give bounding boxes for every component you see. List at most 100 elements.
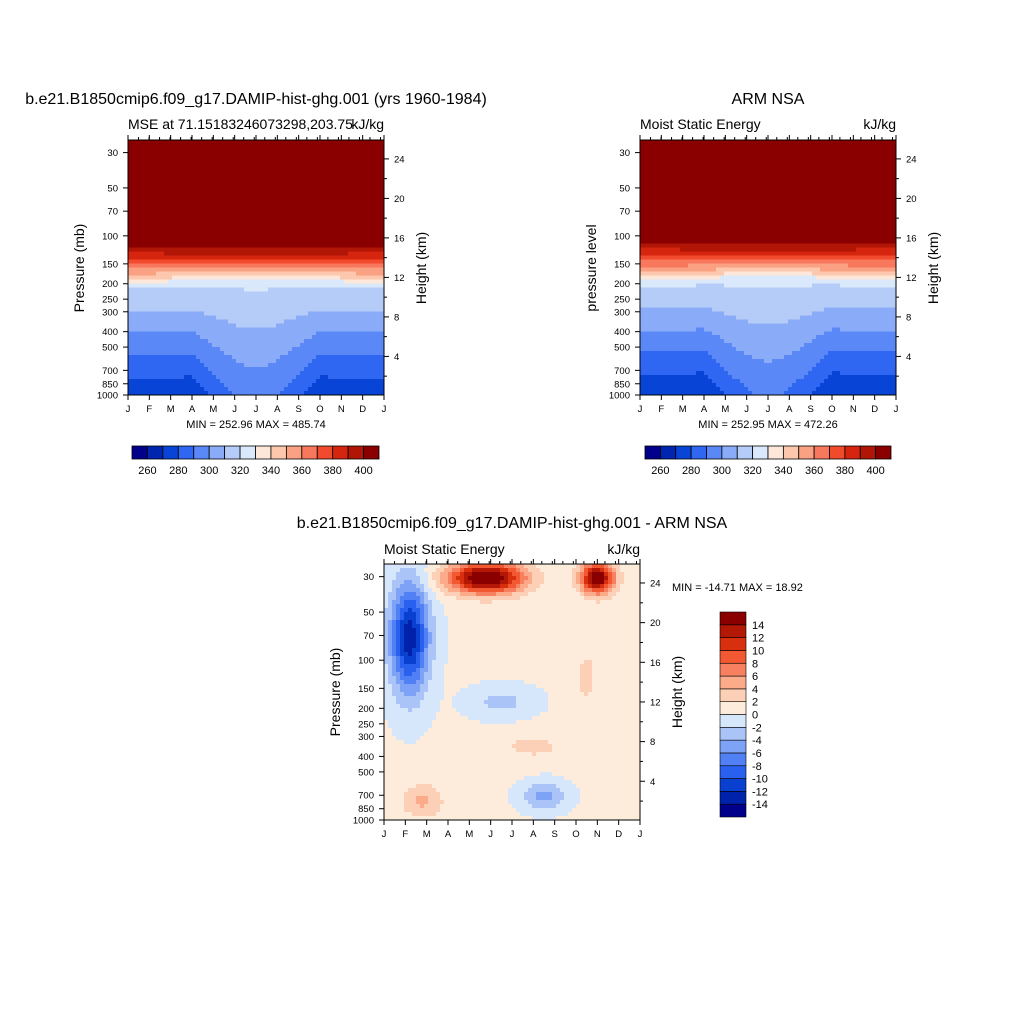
contour-cell	[676, 155, 681, 161]
contour-cell	[264, 163, 269, 169]
contour-cell	[368, 227, 373, 233]
contour-cell	[748, 140, 753, 145]
contour-cell	[284, 279, 289, 285]
contour-cell	[320, 335, 325, 340]
contour-cell	[352, 367, 357, 372]
contour-cell	[860, 179, 865, 185]
contour-cell	[252, 387, 257, 392]
contour-cell	[364, 295, 369, 300]
contour-cell	[656, 171, 661, 177]
contour-cell	[140, 299, 145, 304]
contour-cell	[176, 235, 181, 241]
contour-cell	[208, 207, 213, 213]
contour-cell	[172, 231, 177, 237]
contour-cell	[192, 371, 197, 376]
contour-cell	[348, 335, 353, 340]
contour-cell	[128, 187, 133, 193]
contour-cell	[884, 171, 889, 177]
contour-cell	[224, 363, 229, 368]
contour-cell	[304, 211, 309, 217]
contour-cell	[368, 387, 373, 392]
contour-cell	[368, 327, 373, 332]
contour-cell	[168, 347, 173, 352]
contour-cell	[768, 147, 773, 153]
contour-cell	[300, 215, 305, 221]
contour-cell	[200, 183, 205, 189]
contour-cell	[340, 239, 345, 245]
contour-cell	[200, 263, 205, 269]
contour-cell	[732, 167, 737, 173]
contour-cell	[184, 259, 189, 265]
contour-cell	[368, 311, 373, 316]
contour-cell	[200, 295, 205, 300]
contour-cell	[184, 183, 189, 189]
contour-cell	[224, 239, 229, 245]
contour-cell	[220, 227, 225, 233]
contour-cell	[272, 243, 277, 249]
contour-cell	[240, 355, 245, 360]
contour-cell	[308, 275, 313, 281]
contour-cell	[176, 283, 181, 289]
contour-cell	[640, 183, 645, 189]
contour-cell	[796, 183, 801, 189]
contour-cell	[176, 347, 181, 352]
contour-cell	[308, 331, 313, 336]
contour-cell	[240, 271, 245, 277]
contour-cell	[744, 147, 749, 153]
contour-cell	[256, 363, 261, 368]
contour-cell	[192, 195, 197, 201]
contour-cell	[200, 319, 205, 324]
contour-cell	[328, 359, 333, 364]
y2-tick-label: 8	[394, 312, 399, 323]
contour-cell	[232, 347, 237, 352]
contour-cell	[648, 147, 653, 153]
contour-cell	[336, 263, 341, 269]
contour-cell	[352, 143, 357, 149]
contour-cell	[288, 171, 293, 177]
contour-cell	[128, 295, 133, 300]
contour-cell	[208, 379, 213, 384]
contour-cell	[256, 155, 261, 161]
contour-cell	[220, 291, 225, 296]
contour-cell	[864, 143, 869, 149]
contour-cell	[368, 347, 373, 352]
contour-cell	[184, 163, 189, 169]
contour-cell	[152, 223, 157, 229]
x-tick-label: A	[189, 404, 196, 415]
contour-cell	[804, 140, 809, 145]
contour-cell	[252, 307, 257, 312]
contour-cell	[676, 140, 681, 145]
contour-cell	[136, 311, 141, 316]
contour-cell	[244, 259, 249, 265]
contour-cell	[328, 387, 333, 392]
contour-cell	[148, 219, 153, 225]
contour-cell	[292, 367, 297, 372]
contour-cell	[336, 171, 341, 177]
contour-cell	[268, 323, 273, 328]
contour-cell	[196, 299, 201, 304]
contour-cell	[324, 175, 329, 181]
contour-cell	[304, 339, 309, 344]
contour-cell	[888, 143, 893, 149]
contour-cell	[180, 163, 185, 169]
contour-cell	[280, 347, 285, 352]
contour-cell	[796, 147, 801, 153]
contour-cell	[780, 140, 785, 145]
contour-cell	[380, 315, 385, 320]
contour-cell	[268, 140, 273, 145]
contour-cell	[280, 315, 285, 320]
contour-cell	[176, 387, 181, 392]
contour-cell	[192, 255, 197, 261]
contour-cell	[316, 299, 321, 304]
contour-cell	[152, 287, 157, 292]
contour-cell	[216, 323, 221, 328]
contour-cell	[880, 171, 885, 177]
contour-cell	[356, 187, 361, 193]
contour-cell	[744, 159, 749, 165]
contour-cell	[192, 347, 197, 352]
contour-cell	[232, 311, 237, 316]
contour-cell	[280, 243, 285, 249]
contour-cell	[688, 167, 693, 173]
contour-cell	[196, 387, 201, 392]
contour-cell	[136, 335, 141, 340]
